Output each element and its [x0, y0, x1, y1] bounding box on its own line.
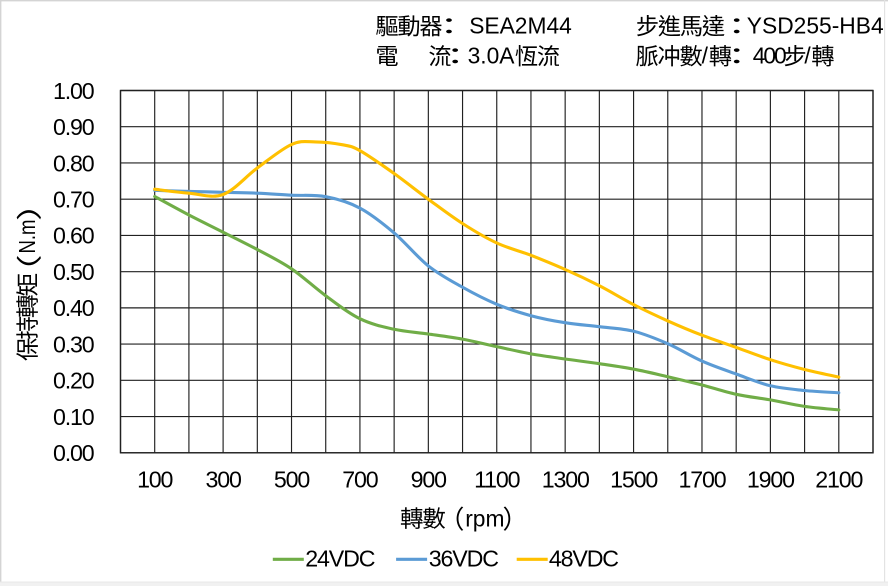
svg-text:700: 700 [342, 467, 377, 493]
svg-text:0.80: 0.80 [53, 150, 94, 176]
svg-text:N.m: N.m [14, 220, 40, 254]
svg-text:2100: 2100 [815, 467, 862, 493]
svg-text:3.0A: 3.0A [468, 43, 516, 69]
svg-text:/: / [804, 43, 811, 69]
svg-text:YSD255-HB4: YSD255-HB4 [747, 13, 884, 39]
svg-text:100: 100 [137, 467, 172, 493]
svg-text:300: 300 [205, 467, 240, 493]
svg-text:500: 500 [274, 467, 309, 493]
svg-text:400: 400 [753, 43, 786, 69]
svg-text:0.40: 0.40 [53, 295, 94, 321]
svg-text:0.50: 0.50 [53, 259, 94, 285]
svg-text:48VDC: 48VDC [549, 546, 618, 572]
svg-text:1300: 1300 [542, 467, 589, 493]
svg-text:0.30: 0.30 [53, 331, 94, 357]
svg-text:900: 900 [411, 467, 446, 493]
svg-text:0.60: 0.60 [53, 223, 94, 249]
svg-text:0.20: 0.20 [53, 368, 94, 394]
svg-text:36VDC: 36VDC [429, 546, 498, 572]
svg-text:0.00: 0.00 [53, 440, 94, 466]
svg-text:/: / [702, 43, 709, 69]
svg-text:1700: 1700 [679, 467, 726, 493]
svg-text:0.10: 0.10 [53, 404, 94, 430]
svg-text:24VDC: 24VDC [305, 546, 374, 572]
svg-text:0.90: 0.90 [53, 114, 94, 140]
svg-text:1.00: 1.00 [53, 78, 94, 104]
svg-text:1900: 1900 [747, 467, 794, 493]
svg-text:rpm: rpm [465, 506, 504, 532]
svg-text:0.70: 0.70 [53, 187, 94, 213]
svg-text:SEA2M44: SEA2M44 [469, 13, 572, 39]
svg-text:1100: 1100 [474, 467, 520, 493]
svg-text:1500: 1500 [610, 467, 657, 493]
